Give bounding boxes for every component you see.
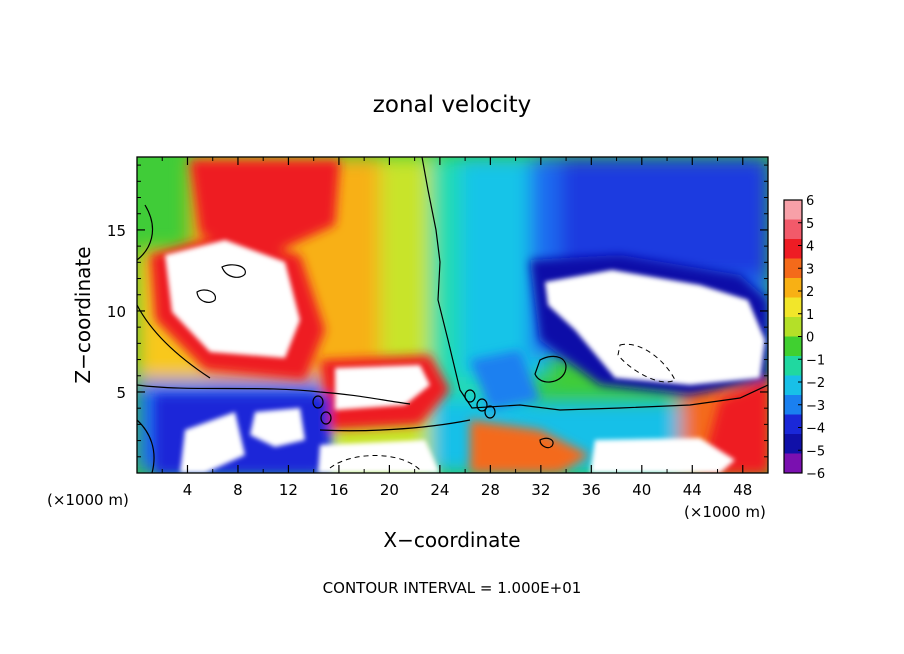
x-tick-label: 20 xyxy=(380,481,399,499)
colorbar-segment xyxy=(784,414,802,435)
y-tick-label: 15 xyxy=(107,222,126,240)
colorbar-segment xyxy=(784,219,802,240)
y-axis-ticks: 5 10 15 xyxy=(107,164,768,458)
y-tick-label: 10 xyxy=(107,303,126,321)
colorbar-tick-label: −2 xyxy=(806,376,825,391)
colorbar-tick-label: −4 xyxy=(806,422,825,437)
colorbar-tick-label: −5 xyxy=(806,444,825,459)
colorbar-segment xyxy=(784,453,802,474)
colorbar-tick-label: 5 xyxy=(806,217,814,232)
x-tick-label: 4 xyxy=(183,481,193,499)
colorbar-segment xyxy=(784,356,802,376)
y-axis-label: Z−coordinate xyxy=(71,246,95,383)
contour-interval-note: CONTOUR INTERVAL = 1.000E+01 xyxy=(323,579,582,597)
colorbar-segment xyxy=(784,375,802,396)
velocity-field xyxy=(137,157,768,473)
colorbar-tick-label: −6 xyxy=(806,467,825,482)
x-tick-label: 8 xyxy=(233,481,243,499)
colorbar-tick-label: 3 xyxy=(806,262,814,277)
colorbar-tick-label: 0 xyxy=(806,331,814,346)
x-tick-label: 12 xyxy=(279,481,298,499)
x-tick-label: 32 xyxy=(531,481,550,499)
colorbar-segment xyxy=(784,336,802,357)
colorbar-tick-label: −3 xyxy=(806,399,825,414)
colorbar-segment xyxy=(784,297,802,318)
colorbar-segment xyxy=(784,200,802,220)
colorbar: 6 5 4 3 2 1 0 −1 −2 −3 −4 −5 −6 xyxy=(783,194,825,482)
x-tick-label: 36 xyxy=(582,481,601,499)
x-unit-note-left: (×1000 m) xyxy=(47,491,129,509)
colorbar-segment xyxy=(784,278,802,298)
colorbar-tick-label: 4 xyxy=(806,240,814,255)
colorbar-segment xyxy=(784,239,802,259)
colorbar-segment xyxy=(784,317,802,337)
colorbar-segment xyxy=(784,395,802,415)
x-tick-label: 28 xyxy=(481,481,500,499)
colorbar-segment xyxy=(784,434,802,454)
y-tick-label: 5 xyxy=(116,384,126,402)
colorbar-segment xyxy=(784,258,802,279)
colorbar-tick-label: −1 xyxy=(806,353,825,368)
x-tick-label: 24 xyxy=(430,481,449,499)
colorbar-tick-label: 1 xyxy=(806,308,814,323)
chart-title: zonal velocity xyxy=(373,92,531,118)
x-tick-label: 44 xyxy=(683,481,702,499)
colorbar-tick-label: 6 xyxy=(806,194,814,209)
x-unit-note-right: (×1000 m) xyxy=(684,503,766,521)
x-tick-label: 40 xyxy=(632,481,651,499)
x-tick-label: 16 xyxy=(329,481,348,499)
x-axis-ticks: 4 8 12 16 20 24 28 32 36 40 44 48 xyxy=(161,157,752,499)
x-tick-label: 48 xyxy=(733,481,752,499)
plot-area-frame xyxy=(136,156,769,474)
colorbar-tick-label: 2 xyxy=(806,285,814,300)
x-axis-label: X−coordinate xyxy=(383,528,520,552)
